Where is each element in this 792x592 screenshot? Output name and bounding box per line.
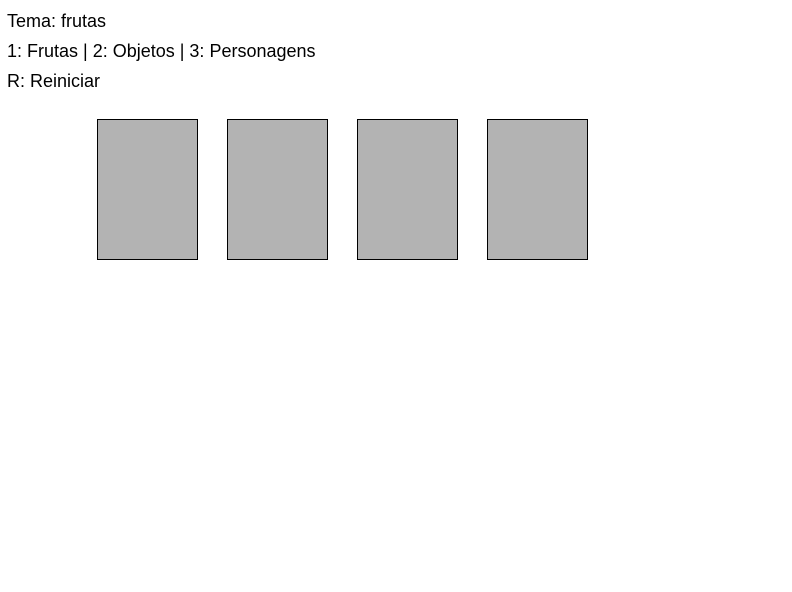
card-4[interactable] xyxy=(487,119,588,260)
card-board xyxy=(97,119,588,260)
theme-label: Tema: frutas xyxy=(7,11,107,31)
hud: Tema: frutas 1: Frutas | 2: Objetos | 3:… xyxy=(7,6,316,96)
restart-key-help: R: Reiniciar xyxy=(7,71,101,91)
card-1[interactable] xyxy=(97,119,198,260)
card-3[interactable] xyxy=(357,119,458,260)
card-2[interactable] xyxy=(227,119,328,260)
theme-keys-help: 1: Frutas | 2: Objetos | 3: Personagens xyxy=(7,41,316,61)
